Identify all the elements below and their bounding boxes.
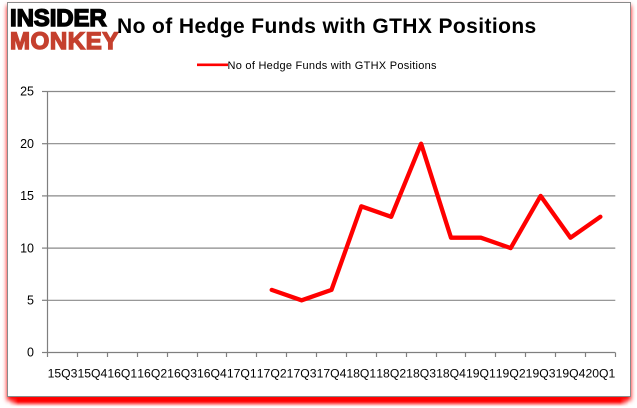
svg-text:16Q4: 16Q4 [197,367,227,381]
svg-text:18Q1: 18Q1 [346,367,376,381]
svg-text:19Q1: 19Q1 [466,367,496,381]
svg-text:5: 5 [27,294,34,308]
svg-text:19Q3: 19Q3 [526,367,556,381]
svg-text:17Q2: 17Q2 [257,367,287,381]
svg-text:19Q2: 19Q2 [496,367,526,381]
svg-text:18Q2: 18Q2 [376,367,406,381]
svg-text:17Q1: 17Q1 [227,367,257,381]
svg-text:19Q4: 19Q4 [556,367,586,381]
svg-text:16Q3: 16Q3 [167,367,197,381]
svg-text:20: 20 [20,137,34,151]
svg-text:15: 15 [20,189,34,203]
svg-text:10: 10 [20,241,34,255]
svg-text:No of Hedge Funds with GTHX Po: No of Hedge Funds with GTHX Positions [228,60,438,72]
svg-text:0: 0 [27,346,34,360]
svg-text:25: 25 [20,85,34,99]
svg-text:15Q3: 15Q3 [48,367,78,381]
svg-text:17Q3: 17Q3 [287,367,317,381]
svg-text:16Q1: 16Q1 [107,367,137,381]
svg-text:18Q4: 18Q4 [436,367,466,381]
svg-text:20Q1: 20Q1 [585,367,615,381]
svg-text:15Q4: 15Q4 [77,367,107,381]
svg-text:18Q3: 18Q3 [406,367,436,381]
svg-text:16Q2: 16Q2 [137,367,167,381]
svg-text:17Q4: 17Q4 [317,367,347,381]
